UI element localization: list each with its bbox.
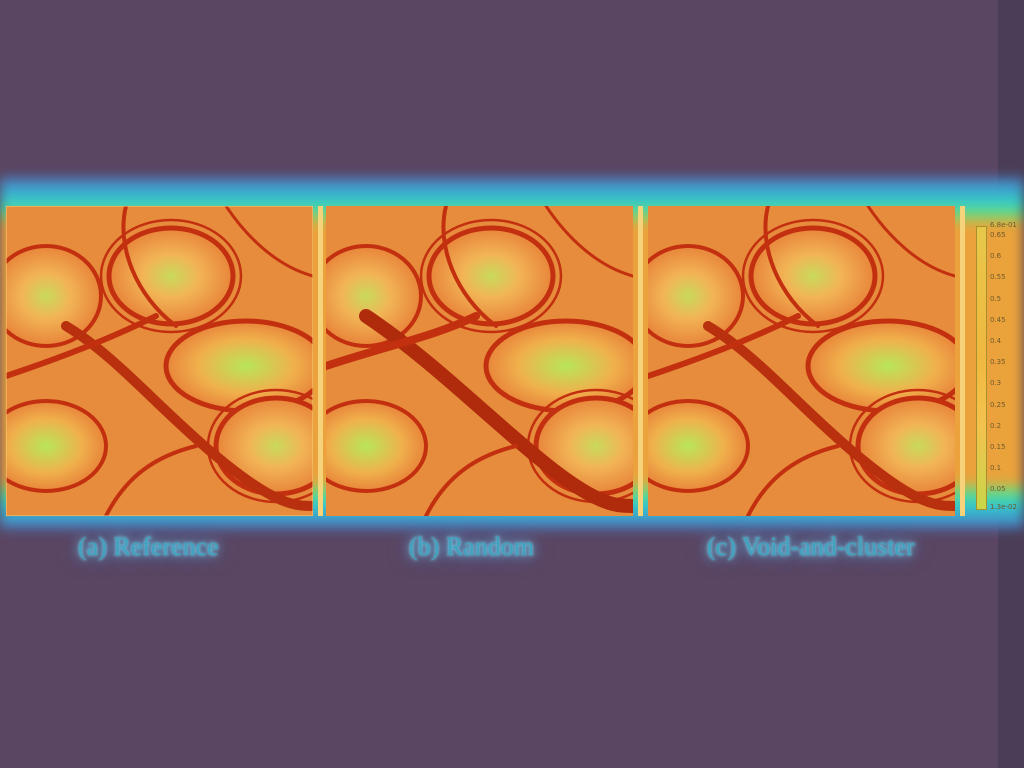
colorbar-tick-label: 0.25 <box>990 400 1006 409</box>
colorbar-tick-label: 0.35 <box>990 358 1006 367</box>
flow-field-random <box>326 206 633 516</box>
colorbar-tick-label: 0.4 <box>990 337 1002 345</box>
panel-random <box>326 206 643 516</box>
flow-field-reference <box>6 206 313 516</box>
colorbar <box>976 226 987 510</box>
colorbar-tick-label: 0.55 <box>990 273 1006 282</box>
colorbar-tick-label: 0.15 <box>990 443 1006 451</box>
colorbar-tick-label: 0.2 <box>990 421 1002 430</box>
caption-reference: (a) Reference <box>78 532 219 561</box>
panel-reference <box>6 206 323 516</box>
colorbar-tick-label: 0.6 <box>990 252 1002 261</box>
colorbar-tick-label: 0.65 <box>990 231 1006 239</box>
colorbar-max-label: 6.8e-01 <box>990 221 1017 229</box>
colorbar-tick-label: 0.3 <box>990 379 1002 388</box>
colorbar-labels: 6.8e-01 1.3e-02 0.65 0.6 0.55 0.5 0.45 0.4 0.3… <box>990 222 1020 512</box>
colorbar-tick-label: 0.45 <box>990 315 1006 324</box>
caption-random: (b) Random <box>409 532 534 561</box>
colorbar-tick-label: 0.1 <box>990 464 1002 473</box>
panel-void-and-cluster <box>648 206 965 516</box>
colorbar-tick-label: 0.5 <box>990 294 1002 303</box>
flow-field-void-and-cluster <box>648 206 955 516</box>
caption-void-and-cluster: (c) Void-and-cluster <box>707 532 915 561</box>
colorbar-tick-label: 0.05 <box>990 485 1006 494</box>
colorbar-min-label: 1.3e-02 <box>990 503 1017 511</box>
